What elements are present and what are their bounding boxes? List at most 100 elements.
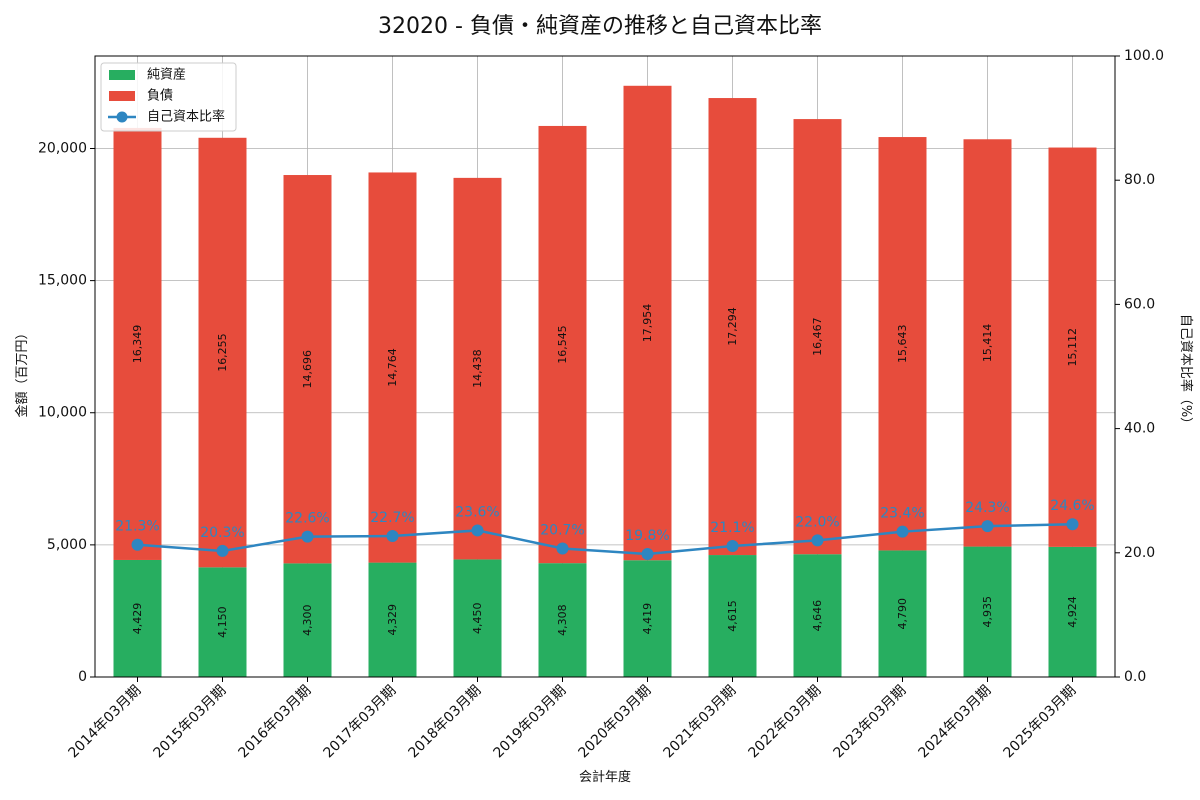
liability-bar-label: 16,349 [131, 325, 144, 364]
y-tick-label: 10,000 [38, 405, 87, 421]
liability-bar [963, 139, 1012, 547]
legend-liability-label: 負債 [147, 89, 173, 104]
ratio-point [896, 525, 909, 538]
liability-bar [453, 177, 502, 560]
y2-tick-label: 80.0 [1124, 172, 1155, 188]
x-tick-label: 2021年03月期 [661, 683, 740, 762]
legend-equity-label: 純資産 [147, 67, 186, 83]
equity-bar-label: 4,419 [641, 603, 654, 635]
ratio-point [471, 524, 484, 537]
liability-bar [113, 127, 162, 560]
y2-tick-label: 20.0 [1124, 545, 1155, 561]
x-tick-label: 2024年03月期 [916, 683, 995, 762]
equity-bar [113, 559, 162, 677]
ratio-point [386, 530, 399, 543]
equity-bar [963, 546, 1012, 677]
equity-bar-label: 4,429 [131, 603, 144, 635]
equity-bar-label: 4,935 [981, 596, 994, 628]
liability-bar [708, 98, 757, 556]
legend-liability-swatch [109, 91, 135, 101]
liability-bar-label: 15,643 [896, 324, 909, 363]
ratio-label: 21.3% [115, 519, 159, 535]
legend-ratio-marker [116, 111, 128, 123]
liability-bar-label: 15,414 [981, 324, 994, 363]
ratio-point [1066, 518, 1079, 531]
equity-bar-label: 4,790 [896, 598, 909, 630]
x-tick-label: 2023年03月期 [831, 683, 910, 762]
equity-bar-label: 4,150 [216, 606, 229, 638]
liability-bar [623, 85, 672, 561]
equity-bar-label: 4,329 [386, 604, 399, 636]
liability-bar-label: 14,438 [471, 349, 484, 388]
ratio-label: 22.0% [795, 514, 839, 530]
liability-bar [1048, 147, 1097, 547]
equity-bar [1048, 546, 1097, 677]
ratio-label: 23.4% [880, 506, 924, 522]
bars [113, 85, 1097, 677]
liability-bar [198, 137, 247, 568]
equity-bar [368, 562, 417, 677]
plot-frame [94, 55, 1116, 678]
ratio-point [301, 530, 314, 543]
equity-bar-label: 4,450 [471, 602, 484, 634]
x-tick-label: 2018年03月期 [406, 683, 485, 762]
ratio-label: 19.8% [625, 528, 669, 544]
x-tick-label: 2025年03月期 [1001, 683, 1080, 762]
y2-tick-label: 60.0 [1124, 296, 1155, 312]
ratio-label: 20.7% [540, 522, 584, 538]
liability-bar [368, 172, 417, 563]
equity-bar-label: 4,646 [811, 600, 824, 632]
ratio-label: 21.1% [710, 520, 754, 536]
x-tick-label: 2017年03月期 [321, 683, 400, 762]
equity-bar [623, 560, 672, 677]
ratio-label: 23.6% [455, 504, 499, 520]
equity-bar [198, 567, 247, 677]
x-tick-label: 2015年03月期 [151, 683, 230, 762]
liability-bar-label: 16,467 [811, 317, 824, 356]
liability-bar-label: 15,112 [1066, 328, 1079, 367]
y2-tick-label: 40.0 [1124, 421, 1155, 437]
bar-labels: 4,429 16,349 4,150 16,255 4,300 14,696 4,329 14… [131, 304, 1079, 638]
liability-bar-label: 17,294 [726, 307, 739, 346]
ratio-point [981, 520, 994, 533]
y2-tick-label: 100.0 [1124, 48, 1164, 64]
ratio-polyline [137, 522, 1073, 556]
ratio-point [811, 534, 824, 547]
ratio-point [726, 539, 739, 552]
x-tick-label: 2019年03月期 [491, 683, 570, 762]
y-tick-label: 0 [78, 669, 87, 685]
x-tick-label: 2022年03月期 [746, 683, 825, 762]
ratio-label: 22.7% [370, 510, 414, 526]
x-axis-label: 会計年度 [579, 769, 631, 785]
axes [94, 55, 1116, 678]
equity-bar [538, 563, 587, 677]
equity-bar-label: 4,300 [301, 604, 314, 636]
ratio-label: 24.6% [1050, 498, 1094, 514]
ratio-label: 22.6% [285, 511, 329, 527]
liability-bar [878, 137, 927, 551]
ratio-label: 24.3% [965, 500, 1009, 516]
equity-bar-label: 4,615 [726, 600, 739, 632]
liability-bar [793, 119, 842, 555]
grid [95, 56, 1115, 677]
equity-bar [708, 555, 757, 677]
equity-bar-label: 4,924 [1066, 596, 1079, 628]
y-tick-label: 15,000 [38, 273, 87, 289]
ratio-point [641, 548, 654, 561]
x-tick-label: 2020年03月期 [576, 683, 655, 762]
equity-bar [283, 563, 332, 677]
liability-bar [283, 175, 332, 564]
x-tick-label: 2016年03月期 [236, 683, 315, 762]
legend-ratio-label: 自己資本比率 [147, 109, 225, 125]
legend-equity-swatch [109, 70, 135, 80]
equity-bar [793, 554, 842, 677]
ratio-point [131, 538, 144, 551]
equity-bar [878, 550, 927, 677]
ratio-line: 21.3% 20.3% 22.6% 22.7% 23.6% 20.7% 19.8% 21.1%… [115, 498, 1095, 561]
x-tick-label: 2014年03月期 [66, 683, 145, 762]
chart-title: 32020 - 負債・純資産の推移と自己資本比率 [378, 14, 822, 39]
ratio-point [556, 542, 569, 555]
